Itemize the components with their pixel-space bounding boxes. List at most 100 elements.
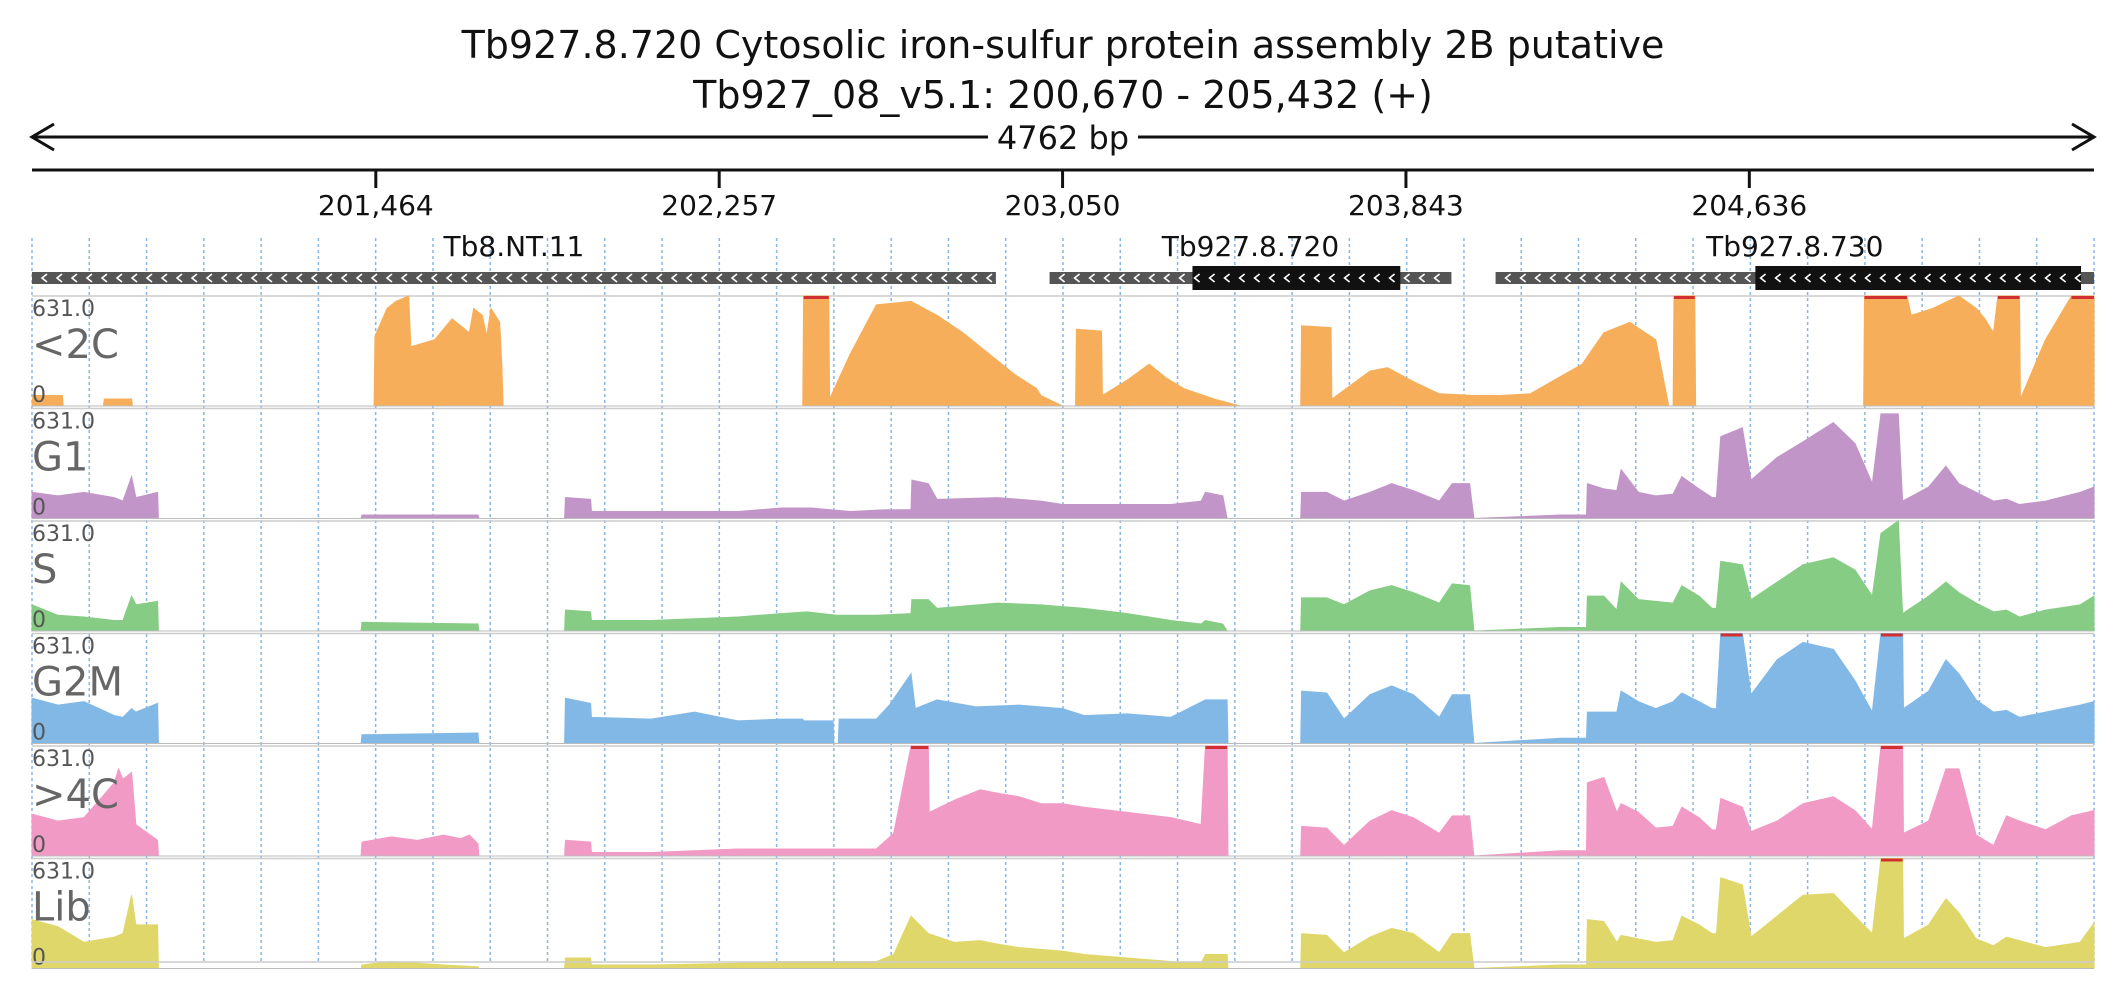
strand-arrow (2029, 273, 2037, 283)
track-S: 631.0 0 S (31, 520, 2095, 633)
track-max-label: 631.0 (32, 747, 95, 772)
track-G1: 631.0 0 G1 (31, 407, 2095, 521)
strand-arrow (430, 273, 438, 283)
strand-arrow (1624, 273, 1632, 283)
strand-arrow (400, 273, 408, 283)
strand-arrow (280, 273, 288, 283)
track-name: Lib (32, 885, 91, 931)
strand-arrow (970, 273, 978, 283)
strand-arrow (1564, 273, 1572, 283)
track-max-label: 631.0 (32, 297, 95, 322)
strand-arrow (1103, 273, 1111, 283)
track-max-label: 631.0 (32, 522, 95, 547)
track-4C: 631.0 0 >4C (31, 745, 2095, 858)
strand-arrow (415, 273, 423, 283)
strand-arrow (1819, 273, 1827, 283)
strand-arrow (730, 273, 738, 283)
strand-arrow (325, 273, 333, 283)
strand-arrow (1759, 273, 1767, 283)
span-arrow-left-head (29, 122, 55, 152)
strand-arrow (910, 273, 918, 283)
strand-arrow (340, 273, 348, 283)
strand-arrow (1609, 273, 1617, 283)
track-max-label: 631.0 (32, 410, 95, 435)
strand-arrow (2044, 273, 2052, 283)
genomic-location: Tb927_08_v5.1: 200,670 - 205,432 (+) (693, 73, 1433, 117)
strand-arrow (1684, 273, 1692, 283)
track-name: >4C (32, 772, 119, 818)
strand-arrow (370, 273, 378, 283)
strand-arrow (1313, 273, 1321, 283)
gene-cds (1192, 266, 1401, 290)
track-min-label: 0 (32, 833, 46, 858)
strand-arrow (460, 273, 468, 283)
strand-arrow (625, 273, 633, 283)
strand-arrow (595, 273, 603, 283)
strand-arrow (565, 273, 573, 283)
strand-arrow (1358, 273, 1366, 283)
strand-arrow (1519, 273, 1527, 283)
strand-arrow (1268, 273, 1276, 283)
strand-arrow (265, 273, 273, 283)
strand-arrow (1954, 273, 1962, 283)
strand-arrow (2014, 273, 2022, 283)
strand-arrow (1373, 273, 1381, 283)
ruler-tick-label: 202,257 (661, 189, 777, 222)
strand-arrow (1864, 273, 1872, 283)
strand-arrow (1058, 273, 1066, 283)
strand-arrow (715, 273, 723, 283)
strand-arrow (1594, 273, 1602, 283)
strand-arrow (1118, 273, 1126, 283)
gene-cds (1755, 266, 2082, 290)
ruler-tick-label: 201,464 (318, 189, 434, 222)
strand-arrow (1924, 273, 1932, 283)
strand-arrow (85, 273, 93, 283)
strand-arrow (865, 273, 873, 283)
strand-arrow (385, 273, 393, 283)
strand-arrow (1433, 273, 1441, 283)
track-min-label: 0 (32, 721, 46, 746)
strand-arrow (1163, 273, 1171, 283)
gene-body (32, 272, 996, 284)
gene-track: Tb8.NT.11 Tb927.8.720 Tb927.8.730 (32, 230, 2094, 290)
strand-arrow (145, 273, 153, 283)
strand-arrow (250, 273, 258, 283)
strand-arrow (1699, 273, 1707, 283)
strand-arrow (1223, 273, 1231, 283)
strand-arrow (895, 273, 903, 283)
strand-arrow (1669, 273, 1677, 283)
strand-arrow (1774, 273, 1782, 283)
track-name: G2M (32, 660, 123, 706)
strand-arrow (70, 273, 78, 283)
strand-arrow (700, 273, 708, 283)
track-name: S (32, 547, 57, 593)
strand-arrow (1193, 273, 1201, 283)
strand-arrow (925, 273, 933, 283)
gene-label: Tb8.NT.11 (443, 230, 585, 263)
track-max-label: 631.0 (32, 860, 95, 885)
strand-arrow (1984, 273, 1992, 283)
strand-arrow (1073, 273, 1081, 283)
strand-arrow (115, 273, 123, 283)
span-label-bg (988, 118, 1138, 156)
strand-arrow (1879, 273, 1887, 283)
ruler-tick-label: 204,636 (1691, 189, 1807, 222)
strand-arrow (505, 273, 513, 283)
strand-arrow (1714, 273, 1722, 283)
strand-arrow (760, 273, 768, 283)
gene-label: Tb927.8.720 (1161, 230, 1339, 263)
track-name: <2C (32, 322, 119, 368)
strand-arrow (1298, 273, 1306, 283)
strand-arrow (880, 273, 888, 283)
strand-arrow (685, 273, 693, 283)
track-min-label: 0 (32, 383, 46, 408)
strand-arrow (445, 273, 453, 283)
span-arrow-right-head (2071, 122, 2097, 152)
strand-arrow (610, 273, 618, 283)
track-Lib: 631.0 0 Lib (31, 857, 2095, 971)
strand-arrow (985, 273, 993, 283)
strand-arrow (1969, 273, 1977, 283)
track-G2M: 631.0 0 G2M (31, 632, 2095, 746)
chart-title: Tb927.8.720 Cytosolic iron-sulfur protei… (461, 23, 1665, 67)
